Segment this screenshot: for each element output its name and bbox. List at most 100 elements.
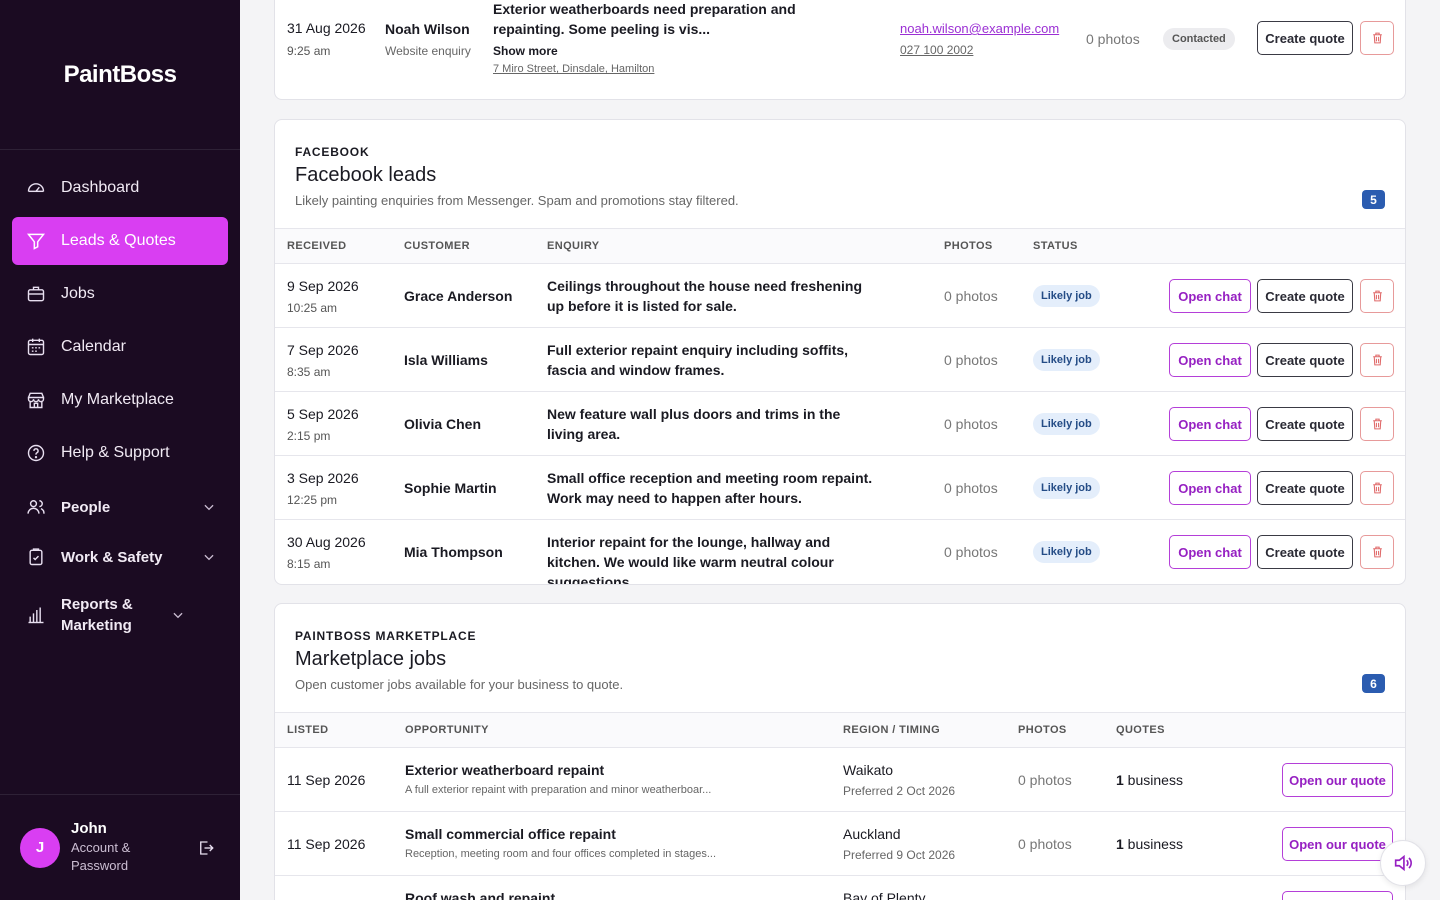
- open-chat-button[interactable]: Open chat: [1169, 279, 1251, 313]
- user-name: John: [71, 820, 107, 837]
- open-chat-button[interactable]: Open chat: [1169, 343, 1251, 377]
- table-row[interactable]: 3 Sep 2026 12:25 pm Sophie Martin Small …: [275, 456, 1405, 520]
- column-header: STATUS: [1033, 240, 1078, 252]
- received-time: 8:35 am: [287, 365, 331, 379]
- opportunity-description: A full exterior repaint with preparation…: [405, 784, 712, 796]
- open-our-quote-button[interactable]: Open our quote: [1282, 891, 1393, 900]
- status-badge: Likely job: [1033, 349, 1100, 371]
- status-badge: Likely job: [1033, 541, 1100, 563]
- opportunity-description: Reception, meeting room and four offices…: [405, 848, 717, 860]
- received-date: 3 Sep 2026: [287, 470, 359, 486]
- open-chat-button[interactable]: Open chat: [1169, 471, 1251, 505]
- opportunity-title[interactable]: Exterior weatherboard repaint: [405, 762, 605, 778]
- quote-count: 1 business: [1116, 772, 1183, 788]
- column-header: LISTED: [287, 724, 329, 736]
- nav-label: Jobs: [61, 285, 95, 302]
- create-quote-button[interactable]: Create quote: [1257, 279, 1353, 313]
- table-row[interactable]: 5 Sep 2026 2:15 pm Olivia Chen New featu…: [275, 392, 1405, 456]
- create-quote-button[interactable]: Create quote: [1257, 535, 1353, 569]
- quote-number: 1: [1116, 772, 1124, 788]
- received-date: 30 Aug 2026: [287, 534, 366, 550]
- trash-icon: [1372, 354, 1382, 366]
- create-quote-button[interactable]: Create quote: [1257, 21, 1353, 55]
- create-quote-button[interactable]: Create quote: [1257, 471, 1353, 505]
- gauge-icon: [25, 177, 47, 199]
- sidebar: PaintBoss Dashboard Leads & Quotes Jobs …: [0, 0, 240, 900]
- nav-item-help-support[interactable]: Help & Support: [12, 429, 228, 477]
- logout-icon[interactable]: [196, 838, 216, 858]
- email-link[interactable]: noah.wilson@example.com: [900, 21, 1060, 36]
- nav-item-jobs[interactable]: Jobs: [12, 270, 228, 318]
- table-row[interactable]: 30 Aug 2026 8:15 am Mia Thompson Interio…: [275, 520, 1405, 584]
- enquiry-text: Exterior weatherboards need preparation …: [493, 1, 796, 37]
- phone-link[interactable]: 027 100 2002: [900, 43, 974, 57]
- delete-button[interactable]: [1360, 21, 1394, 55]
- open-our-quote-button[interactable]: Open our quote: [1282, 763, 1393, 797]
- region: Auckland: [843, 826, 901, 842]
- section-title: Marketplace jobs: [295, 648, 447, 670]
- user-info: John Account & Password: [71, 820, 196, 875]
- nav-group-reports-marketing[interactable]: Reports & Marketing: [12, 582, 228, 648]
- enquiry-text: Small office reception and meeting room …: [547, 470, 873, 506]
- enquiry-text: New feature wall plus doors and trims in…: [547, 406, 841, 442]
- table-row[interactable]: 7 Sep 2026 8:35 am Isla Williams Full ex…: [275, 328, 1405, 392]
- nav-item-calendar[interactable]: Calendar: [12, 323, 228, 371]
- open-our-quote-button[interactable]: Open our quote: [1282, 827, 1393, 861]
- open-chat-button[interactable]: Open chat: [1169, 535, 1251, 569]
- create-quote-button[interactable]: Create quote: [1257, 407, 1353, 441]
- enquiry-text: Full exterior repaint enquiry including …: [547, 342, 849, 378]
- delete-button[interactable]: [1360, 343, 1394, 377]
- help-icon: [25, 442, 47, 464]
- open-chat-button[interactable]: Open chat: [1169, 407, 1251, 441]
- speaker-button[interactable]: [1380, 840, 1426, 886]
- table-row[interactable]: 11 Sep 2026 Small commercial office repa…: [275, 812, 1405, 876]
- facebook-leads-card: FACEBOOK Facebook leads Likely painting …: [274, 119, 1406, 585]
- create-quote-button[interactable]: Create quote: [1257, 343, 1353, 377]
- nav-item-dashboard[interactable]: Dashboard: [12, 164, 228, 212]
- column-header: PHOTOS: [944, 240, 993, 252]
- opportunity-title[interactable]: Roof wash and repaint: [405, 890, 556, 900]
- opportunity-title[interactable]: Small commercial office repaint: [405, 826, 616, 842]
- column-header: ENQUIRY: [547, 240, 600, 252]
- quote-unit: business: [1123, 836, 1183, 852]
- chart-icon: [25, 604, 47, 626]
- quote-unit: business: [1123, 772, 1183, 788]
- delete-button[interactable]: [1360, 535, 1394, 569]
- user-account[interactable]: J John Account & Password: [0, 794, 240, 900]
- chevron-down-icon: [173, 612, 183, 619]
- calendar-icon: [25, 336, 47, 358]
- brand-logo[interactable]: PaintBoss: [0, 0, 240, 150]
- address-link[interactable]: 7 Miro Street, Dinsdale, Hamilton: [493, 63, 655, 75]
- customer-name: Isla Williams: [404, 352, 488, 368]
- trash-icon: [1372, 482, 1382, 494]
- chevron-down-icon: [204, 504, 214, 511]
- show-more-link[interactable]: Show more: [493, 44, 558, 58]
- photo-count: 0 photos: [1018, 836, 1072, 852]
- enquiry-text: Ceilings throughout the house need fresh…: [547, 278, 863, 314]
- table-row[interactable]: 31 Aug 2026 9:25 am Noah Wilson Website …: [275, 1, 1405, 91]
- nav-group-work-safety[interactable]: Work & Safety: [12, 532, 228, 582]
- received-time: 12:25 pm: [287, 493, 338, 507]
- nav-label: Leads & Quotes: [61, 232, 176, 249]
- lead-source: Website enquiry: [385, 44, 471, 58]
- received-date: 7 Sep 2026: [287, 342, 359, 358]
- nav-item-my-marketplace[interactable]: My Marketplace: [12, 376, 228, 424]
- marketplace-jobs-card: PAINTBOSS MARKETPLACE Marketplace jobs O…: [274, 603, 1406, 900]
- delete-button[interactable]: [1360, 279, 1394, 313]
- table-row[interactable]: Roof wash and repaint Bay of Plenty Open…: [275, 876, 1405, 900]
- account-password-link[interactable]: Account & Password: [71, 840, 131, 873]
- section-eyebrow: PAINTBOSS MARKETPLACE: [295, 629, 477, 643]
- photo-count: 0 photos: [944, 288, 998, 304]
- nav-group-people[interactable]: People: [12, 482, 228, 532]
- count-badge: 6: [1362, 674, 1385, 693]
- delete-button[interactable]: [1360, 471, 1394, 505]
- count-badge: 5: [1362, 190, 1385, 209]
- nav-item-leads-quotes[interactable]: Leads & Quotes: [12, 217, 228, 265]
- delete-button[interactable]: [1360, 407, 1394, 441]
- table-row[interactable]: 9 Sep 2026 10:25 am Grace Anderson Ceili…: [275, 264, 1405, 328]
- received-time: 9:25 am: [287, 44, 331, 58]
- table-row[interactable]: 11 Sep 2026 Exterior weatherboard repain…: [275, 748, 1405, 812]
- table-header: LISTED OPPORTUNITY REGION / TIMING PHOTO…: [275, 712, 1405, 748]
- column-header: RECEIVED: [287, 240, 347, 252]
- column-header: PHOTOS: [1018, 724, 1067, 736]
